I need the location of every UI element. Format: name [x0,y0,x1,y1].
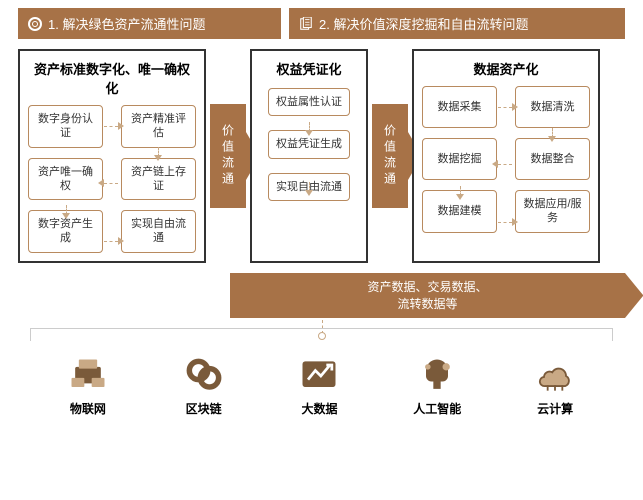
section-3-title: 数据资产化 [422,59,590,78]
connector [498,164,512,165]
tech-label: 人工智能 [413,400,461,417]
tech-label: 大数据 [301,400,337,417]
cloud-icon [533,354,577,394]
arrowhead-icon [512,218,518,226]
header-1-label: 1. 解决绿色资产流通性问题 [48,14,205,33]
blockchain-icon [182,354,226,394]
node-s3-0: 数据采集 [422,86,497,128]
header-tab-1: 1. 解决绿色资产流通性问题 [18,8,281,39]
tech-row: 物联网 区块链 大数据 人工智能 云计算 [0,336,643,427]
connector [498,107,512,108]
node-s3-3: 数据整合 [515,138,590,180]
ai-icon [415,354,459,394]
doc-icon [299,17,313,31]
target-icon [28,17,42,31]
section-2-title: 权益凭证化 [260,59,358,78]
bottom-banner-text: 资产数据、交易数据、 流转数据等 [367,280,487,311]
node-s1-5: 实现自由流通 [121,210,196,253]
arrowhead-icon [456,194,464,200]
section-3: 数据资产化 数据采集 数据清洗 数据挖掘 数据整合 数据建模 数据应用/服务 [412,49,600,263]
section-1: 资产标准数字化、唯一确权化 数字身份认证 资产精准评估 资产唯一确权 资产链上存… [18,49,206,263]
node-s2-0: 权益属性认证 [268,88,350,116]
arrowhead-icon [548,136,556,142]
arrowhead-icon [305,130,313,136]
section-1-title: 资产标准数字化、唯一确权化 [28,59,196,97]
tech-iot: 物联网 [66,354,110,417]
connector [498,222,512,223]
arrowhead-icon [118,237,124,245]
flow-1: 价值流通 [206,49,250,263]
bigdata-icon [297,354,341,394]
arrowhead-icon [98,179,104,187]
header-tab-2: 2. 解决价值深度挖掘和自由流转问题 [289,8,625,39]
arrowhead-icon [512,103,518,111]
flow-1-label: 价值流通 [210,104,246,208]
arrowhead-icon [305,190,313,196]
flow-2: 价值流通 [368,49,412,263]
header-2-label: 2. 解决价值深度挖掘和自由流转问题 [319,14,528,33]
tech-label: 物联网 [70,400,106,417]
bottom-banner: 资产数据、交易数据、 流转数据等 [230,273,625,319]
node-s3-2: 数据挖掘 [422,138,497,180]
section-2: 权益凭证化 权益属性认证 权益凭证生成 实现自由流通 [250,49,368,263]
arrowhead-icon [118,122,124,130]
tech-label: 区块链 [186,400,222,417]
node-s1-2: 资产唯一确权 [28,158,103,201]
tech-ai: 人工智能 [413,354,461,417]
node-s1-3: 资产链上存证 [121,158,196,201]
iot-icon [66,354,110,394]
tech-blockchain: 区块链 [182,354,226,417]
node-s3-1: 数据清洗 [515,86,590,128]
arrowhead-icon [154,155,162,161]
flow-2-label: 价值流通 [372,104,408,208]
tech-cloud: 云计算 [533,354,577,417]
tech-bigdata: 大数据 [297,354,341,417]
connector [104,126,118,127]
connector [104,241,118,242]
node-s1-0: 数字身份认证 [28,105,103,148]
node-s1-1: 资产精准评估 [121,105,196,148]
connector [104,183,118,184]
arrowhead-icon [62,213,70,219]
tech-label: 云计算 [537,400,573,417]
node-s3-5: 数据应用/服务 [515,190,590,233]
arrowhead-icon [492,160,498,168]
